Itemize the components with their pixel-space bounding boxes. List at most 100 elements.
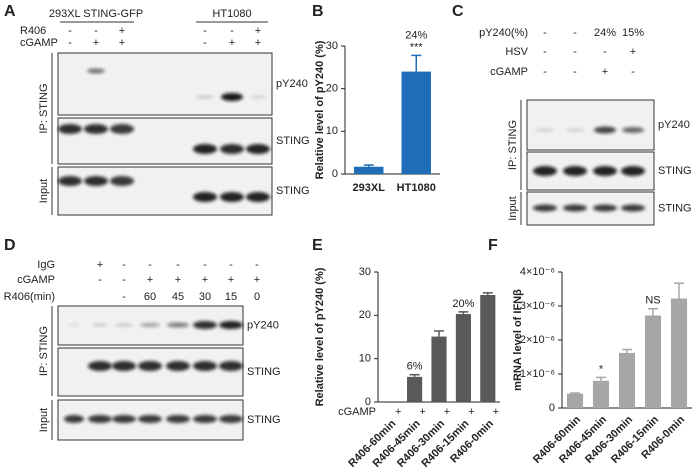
y-tick-label: 10 (359, 353, 371, 365)
lane-sign: - (203, 259, 207, 271)
header: HT1080 (212, 8, 251, 20)
band (92, 323, 108, 327)
band (115, 323, 133, 327)
bar (401, 71, 431, 174)
band (166, 361, 190, 371)
blot-label: pY240 (247, 319, 279, 331)
x-tick-label: 293XL (353, 182, 386, 194)
row-label: pY240(%) (479, 27, 528, 39)
value-label: 20% (452, 298, 474, 310)
lane-sign: + (119, 25, 125, 37)
band (621, 166, 645, 176)
lane-sign: - (68, 25, 72, 37)
band (112, 361, 136, 371)
row-label: R406(min) (4, 291, 55, 303)
lane-sign: - (122, 291, 126, 303)
ip-label: IP: STING (507, 120, 519, 170)
y-axis-label: Relative level of pY240 (%) (314, 40, 326, 179)
blot (57, 52, 273, 116)
treatment-sign: + (468, 406, 474, 418)
lane-sign: - (543, 46, 547, 58)
bar (670, 298, 688, 408)
band (140, 323, 160, 327)
band (166, 415, 190, 423)
band (84, 176, 108, 186)
value-label: 6% (407, 361, 423, 373)
band (594, 126, 616, 134)
lane-sign: - (573, 66, 577, 78)
blot-label: STING (247, 366, 281, 378)
band (167, 322, 189, 328)
y-axis-label: mRNA level of IFNβ (512, 289, 524, 391)
blot (57, 347, 244, 397)
row-label: HSV (505, 46, 528, 58)
blot-label: pY240 (276, 78, 308, 90)
bar (566, 393, 584, 408)
band (193, 192, 217, 202)
row-label: cGAMP (17, 274, 55, 286)
y-tick-label: 30 (359, 266, 371, 278)
lane-sign: - (229, 259, 233, 271)
band (622, 127, 644, 133)
band (112, 415, 136, 423)
lane-sign: 24% (594, 27, 616, 39)
row-label: IgG (37, 259, 55, 271)
band (138, 361, 162, 371)
band (535, 128, 555, 132)
lane-sign: 30 (199, 291, 211, 303)
lane-sign: - (68, 37, 72, 49)
lane-sign: - (573, 27, 577, 39)
blot (526, 99, 655, 151)
band (221, 93, 243, 101)
lane-sign: - (603, 46, 607, 58)
band (246, 192, 270, 202)
bar (480, 294, 496, 402)
lane-sign: + (228, 274, 234, 286)
blot-label: STING (247, 414, 281, 426)
y-tick-label: 0 (549, 402, 555, 414)
panel-label: B (312, 3, 324, 20)
lane-sign: - (148, 259, 152, 271)
band (220, 192, 244, 202)
lane-sign: 0 (254, 291, 260, 303)
band (58, 176, 82, 186)
lane-sign: - (255, 259, 259, 271)
lane-sign: + (93, 37, 99, 49)
band (219, 415, 243, 423)
lane-sign: - (230, 25, 234, 37)
lane-sign: - (543, 66, 547, 78)
value-label: 24% (405, 29, 427, 41)
x-tick-label: HT1080 (397, 182, 436, 194)
panel-label: E (312, 237, 323, 254)
bar (618, 352, 636, 408)
lane-sign: - (176, 259, 180, 271)
input-label: Input (38, 408, 50, 432)
header: 293XL STING-GFP (49, 8, 143, 20)
lane-sign: + (119, 37, 125, 49)
bar (592, 380, 610, 408)
significance: NS (645, 295, 660, 307)
blot-label: pY240 (658, 119, 690, 131)
bar (407, 376, 423, 402)
panel-label: F (488, 237, 498, 254)
treatment-sign: + (395, 406, 401, 418)
band (84, 124, 108, 134)
lane-sign: + (254, 274, 260, 286)
y-tick-label: 0 (332, 168, 338, 180)
lane-sign: - (122, 259, 126, 271)
band (193, 144, 217, 154)
y-tick-label: 3×10⁻⁶ (520, 300, 555, 312)
lane-sign: - (631, 66, 635, 78)
lane-sign: - (203, 25, 207, 37)
band (219, 361, 243, 371)
band (68, 323, 80, 327)
y-tick-label: 20 (359, 309, 371, 321)
lane-sign: 15% (622, 27, 644, 39)
y-tick-label: 2×10⁻⁶ (520, 334, 555, 346)
lane-sign: 45 (172, 291, 184, 303)
band (250, 95, 266, 99)
lane-sign: + (202, 274, 208, 286)
lane-sign: - (203, 37, 207, 49)
band (196, 95, 214, 99)
